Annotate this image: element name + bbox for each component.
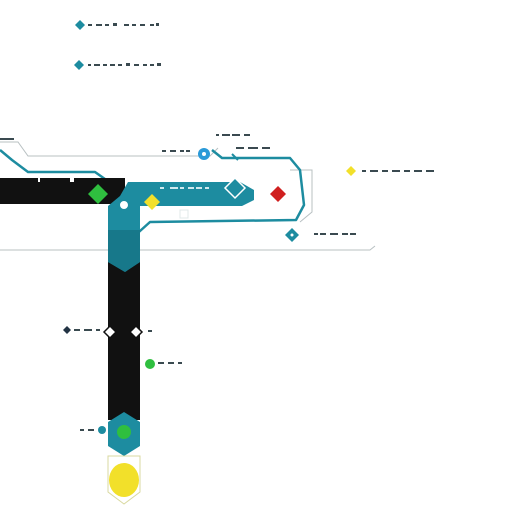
tick-right-of-band: [148, 330, 152, 332]
teal-ring-marker: [118, 199, 130, 211]
red-diamond-marker: [270, 186, 286, 202]
green-marker-label-squiggle: [158, 362, 182, 364]
teal-marker-label-squiggle: [314, 233, 356, 235]
dark-diamond-marker: [63, 326, 71, 334]
white-square-marker: [179, 209, 189, 219]
legend-teal-diamond-icon-2: [74, 60, 84, 70]
green-circle-marker: [117, 425, 131, 439]
black-horizontal-band: [0, 178, 125, 204]
white-diamond-marker-left: [102, 324, 118, 340]
outline-diamond-marker: [223, 176, 247, 200]
yellow-circle-marker: [109, 463, 139, 497]
teal-connector-shade: [108, 230, 140, 272]
teal-dot-left: [98, 426, 106, 434]
yellow-diamond-marker: [144, 194, 160, 210]
left-edge-label: [0, 138, 14, 140]
teal-dot-label-squiggle: [80, 429, 94, 431]
dark-marker-label-squiggle: [74, 329, 100, 331]
blue-circle-inner: [202, 152, 206, 156]
white-diamond-marker-right: [128, 324, 144, 340]
black-band-ticks: [38, 176, 74, 182]
gray-route-top: [0, 141, 219, 157]
yellow-marker-label-squiggle: [362, 170, 434, 172]
legend-teal-diamond-icon: [75, 20, 85, 30]
teal-route-inner: [231, 153, 239, 161]
yellow-small-diamond-marker: [346, 166, 356, 176]
legend-label-squiggle-2: [88, 63, 161, 66]
block-label-squiggle: [160, 187, 209, 189]
teal-diamond-dot: [290, 233, 294, 237]
legend: [74, 20, 161, 70]
green-circle-marker-small: [145, 359, 155, 369]
legend-label-squiggle: [88, 23, 159, 26]
teal-connector-block: [108, 182, 254, 272]
black-vertical-band: [108, 262, 140, 420]
blue-circle-label-squiggle: [162, 134, 270, 152]
teal-route-right-loop: [129, 149, 306, 241]
green-diamond-marker: [88, 184, 108, 204]
gray-route-bottom: [0, 245, 376, 251]
